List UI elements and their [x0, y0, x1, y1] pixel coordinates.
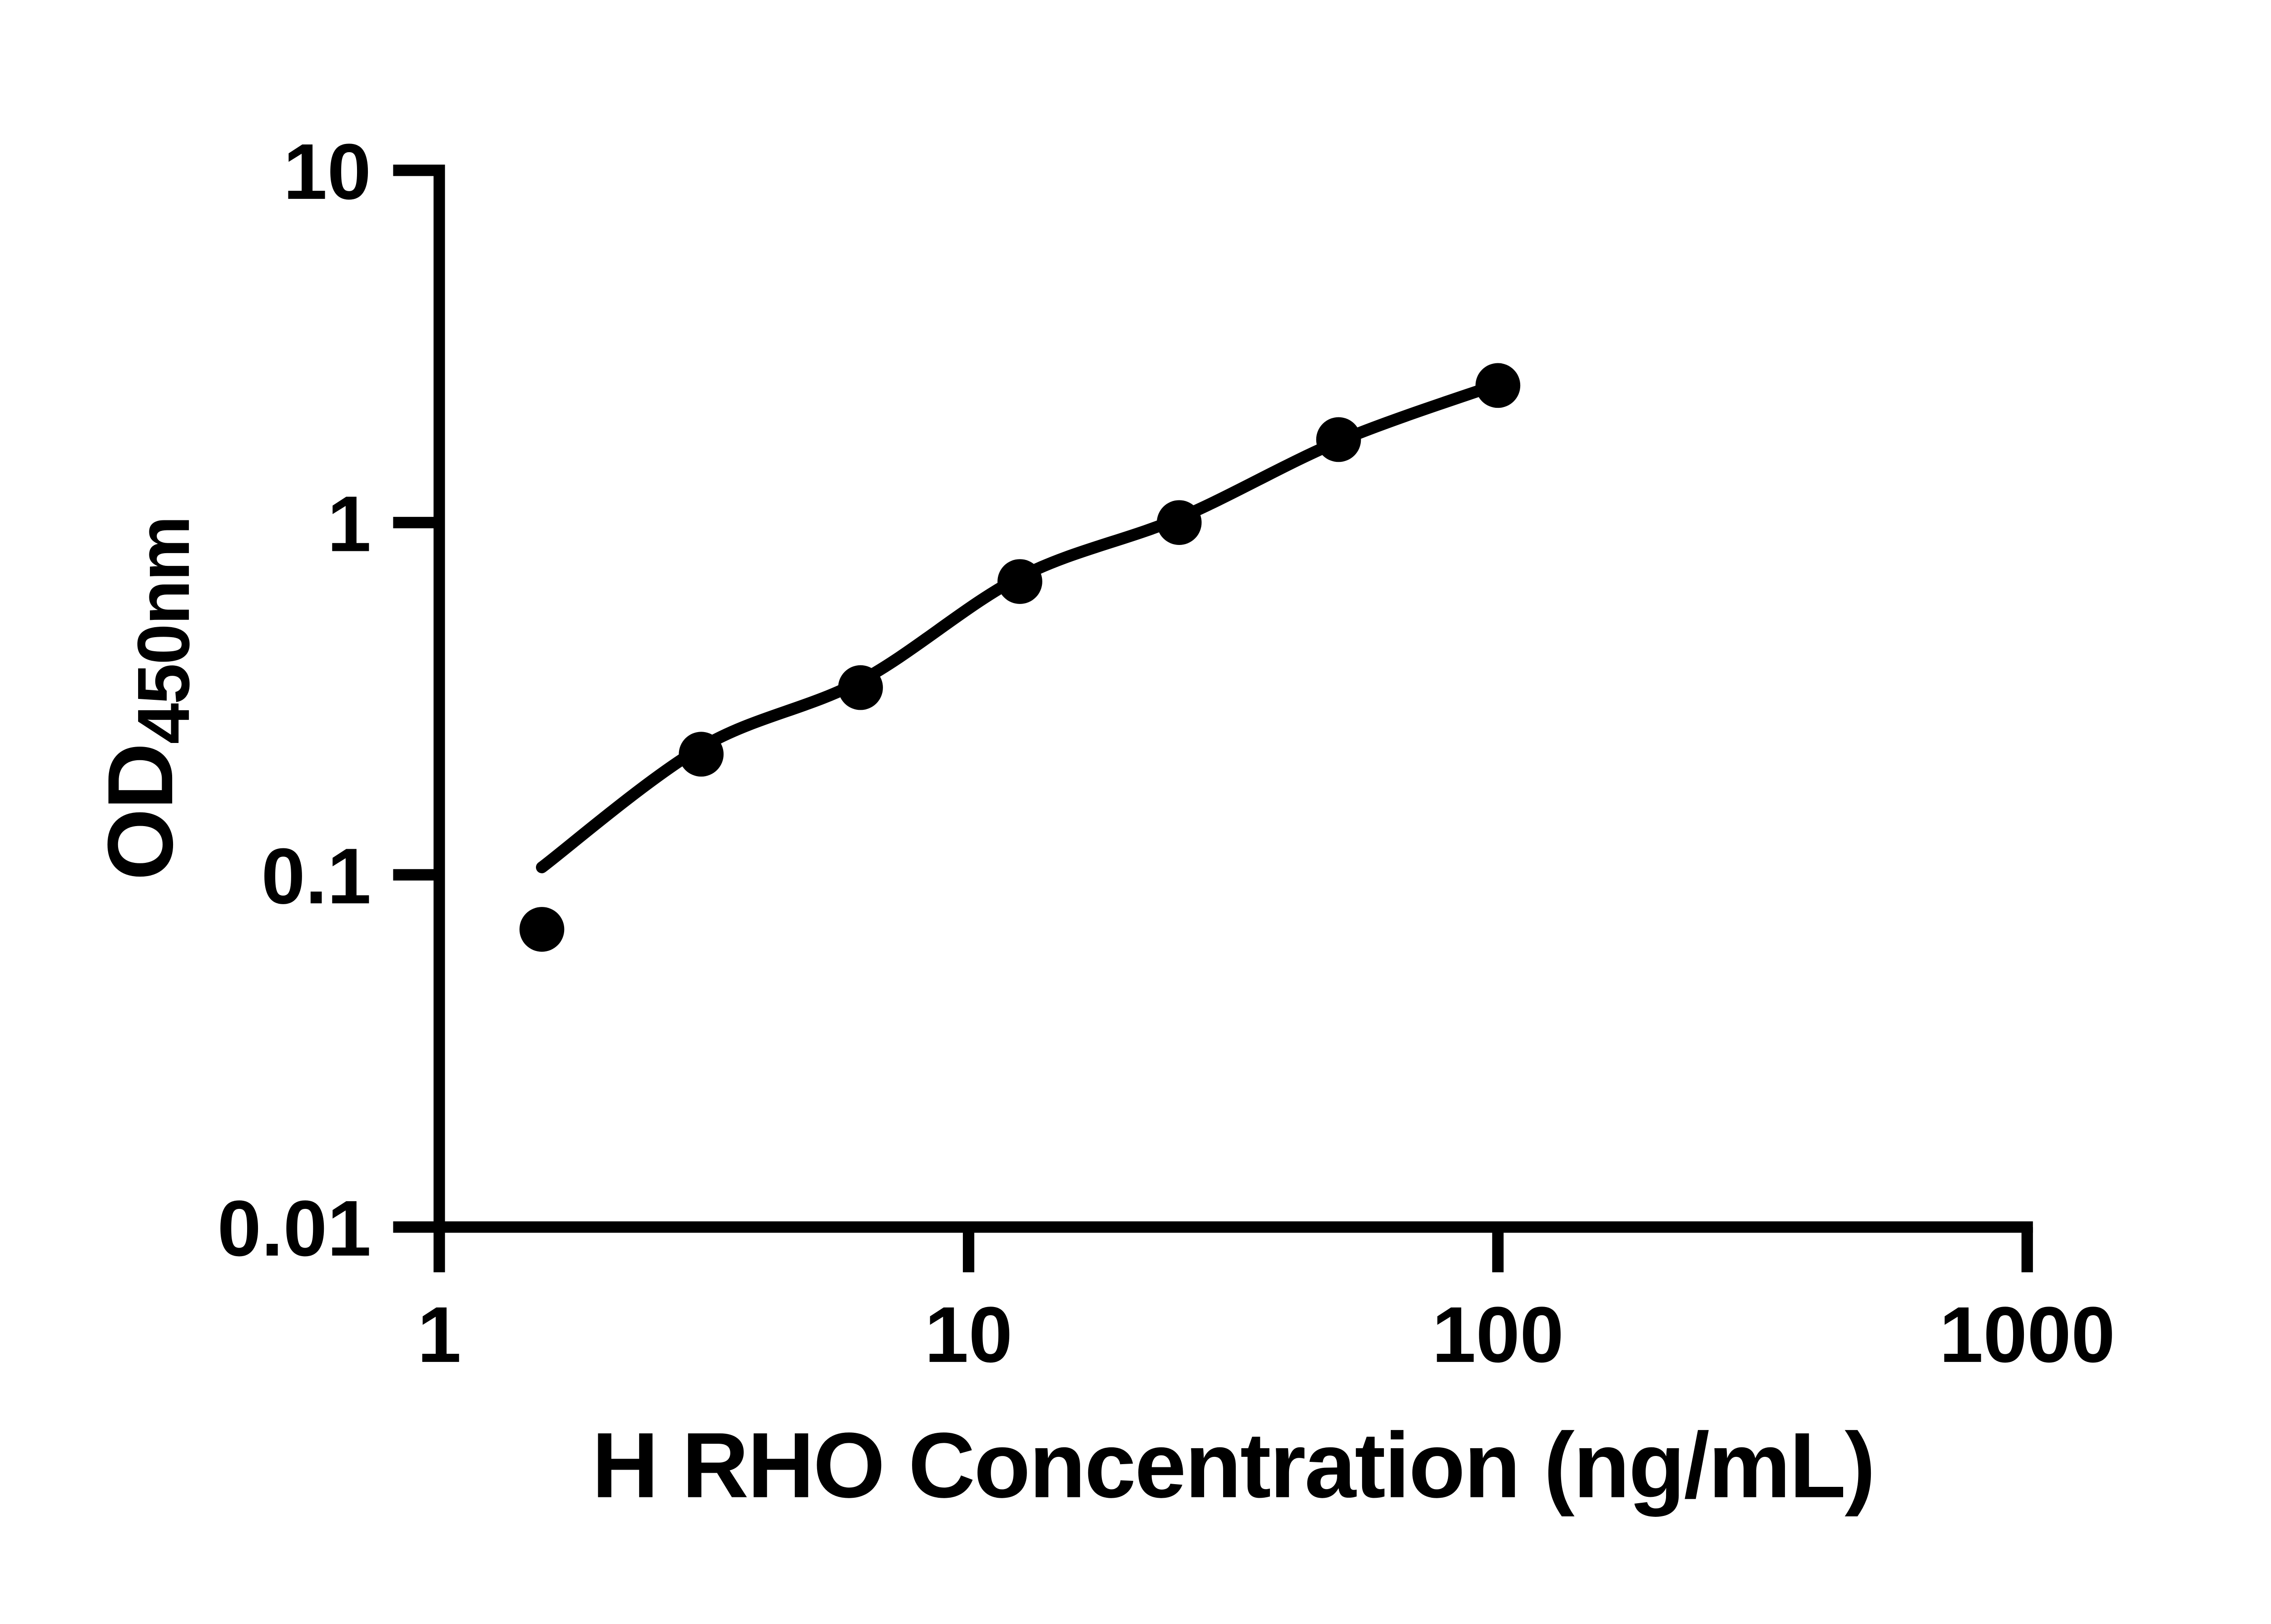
- x-tick-label-1: 1: [417, 1290, 461, 1379]
- x-tick-labels: 1 10 100 1000: [417, 1290, 2115, 1379]
- x-ticks: [433, 1227, 2033, 1272]
- data-point-3: [838, 665, 883, 710]
- y-ticks: [393, 164, 440, 1233]
- x-tick-label-100: 100: [1432, 1290, 1564, 1379]
- data-point-5: [1156, 500, 1202, 545]
- axes: [433, 164, 2033, 1233]
- data-point-1: [519, 907, 565, 952]
- y-tick-label-10: 10: [283, 127, 372, 216]
- x-tick-label-1000: 1000: [1939, 1290, 2115, 1379]
- data-point-6: [1316, 417, 1361, 462]
- y-axis-title-subscript: 450nm: [123, 517, 205, 744]
- y-tick-labels: 10 1 0.1 0.01: [217, 127, 371, 1272]
- data-points-layer: [519, 363, 1521, 952]
- y-tick-label-1: 1: [327, 480, 371, 568]
- y-tick-label-0.1: 0.1: [261, 832, 371, 920]
- y-axis-title: OD450nm: [89, 517, 205, 881]
- y-axis-title-main: OD: [89, 744, 192, 880]
- data-point-2: [679, 732, 724, 777]
- x-axis-title: H RHO Concentration (ng/mL): [592, 1414, 1874, 1517]
- data-point-4: [997, 559, 1042, 604]
- data-point-7: [1475, 363, 1521, 408]
- plot-background: [0, 26, 2271, 1598]
- x-tick-label-10: 10: [925, 1290, 1013, 1379]
- y-tick-label-0.01: 0.01: [217, 1184, 371, 1272]
